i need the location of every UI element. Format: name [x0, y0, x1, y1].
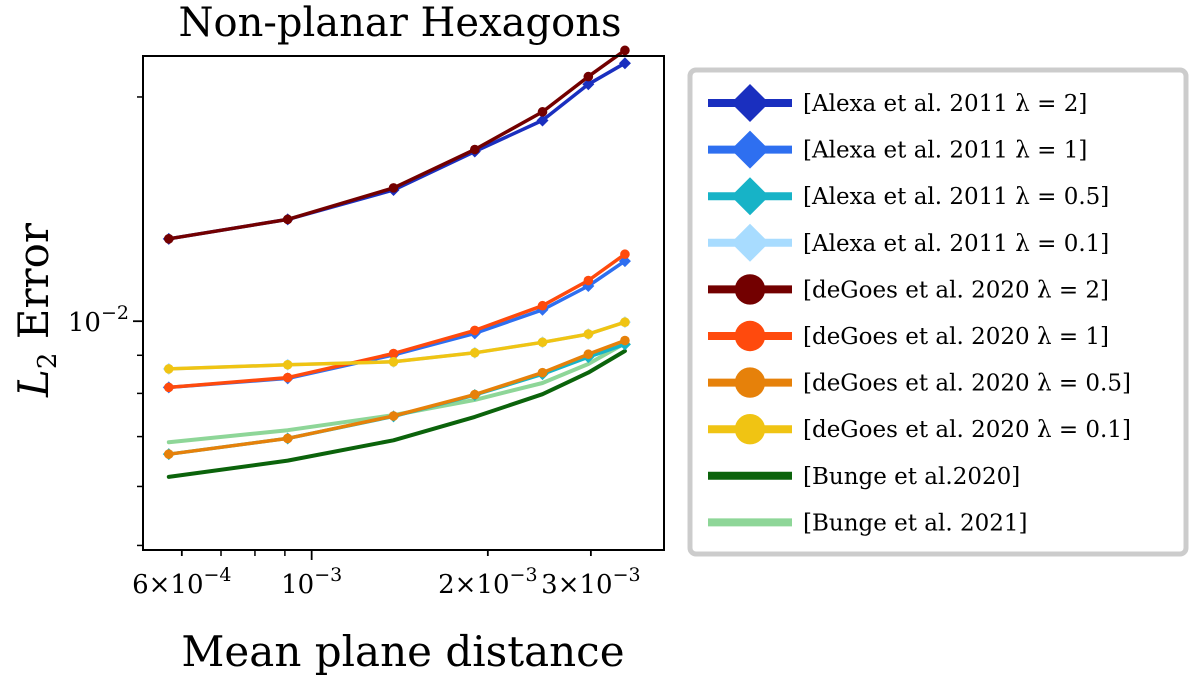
- data-point: [583, 71, 594, 82]
- legend-entry: [Alexa et al. 2011 λ = 1]: [708, 130, 1087, 169]
- data-point: [282, 372, 293, 383]
- data-point: [282, 433, 293, 444]
- x-tick-label: 2×10−3: [438, 564, 537, 600]
- data-point: [620, 335, 630, 346]
- data-point: [620, 45, 630, 56]
- legend-label: [deGoes et al. 2020 λ = 1]: [803, 324, 1109, 350]
- data-point: [163, 234, 174, 244]
- legend-box: [687, 67, 1189, 557]
- series-line: [166, 341, 627, 445]
- data-point: [388, 348, 399, 359]
- data-point: [163, 449, 174, 459]
- legend-marker: [731, 223, 769, 262]
- x-tick-label: 3×10−3: [541, 564, 640, 600]
- x-tick-label: 6×10−4: [132, 564, 231, 600]
- svg-text:L2 Error: L2 Error: [9, 222, 63, 398]
- series-1: [162, 57, 631, 245]
- data-point: [620, 317, 630, 327]
- series-8: [163, 317, 630, 374]
- series-10: [166, 341, 627, 445]
- data-point: [282, 214, 293, 225]
- data-point: [282, 359, 293, 370]
- plot-frame: [142, 55, 665, 551]
- legend-marker: [731, 84, 769, 122]
- series-2: [162, 255, 631, 394]
- legend-label: [deGoes et al. 2020 λ = 2]: [803, 277, 1109, 303]
- legend-label: [deGoes et al. 2020 λ = 0.5]: [803, 371, 1131, 397]
- legend-label: [Bunge et al.2020]: [803, 464, 1020, 490]
- legend-entry: [Bunge et al.2020]: [708, 464, 1020, 490]
- legend-entry: [Bunge et al. 2021]: [708, 510, 1028, 536]
- data-point: [537, 300, 548, 311]
- data-point: [583, 349, 594, 360]
- data-point: [582, 78, 595, 91]
- data-point: [583, 329, 594, 339]
- series-line: [167, 48, 627, 241]
- legend-entry: [Alexa et al. 2011 λ = 2]: [708, 84, 1087, 122]
- series-9: [166, 349, 627, 479]
- legend-entry: [deGoes et al. 2020 λ = 0.5]: [708, 367, 1131, 398]
- series-5: [163, 45, 630, 244]
- data-point: [388, 183, 399, 193]
- legend-marker: [731, 177, 769, 216]
- data-point: [469, 347, 480, 358]
- x-tick-label: 10−3: [281, 564, 342, 600]
- data-point: [620, 249, 630, 260]
- x-axis-label: Mean plane distance: [181, 627, 624, 676]
- legend-marker: [734, 274, 766, 305]
- data-point: [469, 325, 480, 336]
- data-point: [537, 367, 548, 378]
- legend-marker: [734, 320, 766, 352]
- chart-title: Non-planar Hexagons: [179, 0, 622, 46]
- legend-entry: [deGoes et al. 2020 λ = 1]: [708, 320, 1109, 352]
- data-point: [583, 275, 594, 286]
- data-point: [163, 364, 174, 374]
- legend-label: [Alexa et al. 2011 λ = 0.1]: [803, 231, 1109, 257]
- data-point: [163, 382, 174, 393]
- legend-marker: [734, 367, 766, 398]
- series-6: [163, 249, 630, 393]
- data-point: [469, 144, 480, 155]
- legend-label: [Bunge et al. 2021]: [803, 510, 1028, 536]
- legend-label: [Alexa et al. 2011 λ = 2]: [803, 91, 1087, 117]
- data-point: [537, 337, 548, 348]
- data-point: [388, 411, 399, 421]
- y-tick-label: 10−2: [68, 302, 129, 338]
- legend-entry: [Alexa et al. 2011 λ = 0.5]: [708, 177, 1109, 216]
- series-7: [163, 335, 630, 459]
- y-axis-label: L2 Error: [9, 222, 63, 398]
- series-line: [166, 349, 627, 479]
- data-point: [536, 114, 549, 127]
- series-line: [167, 61, 627, 241]
- legend-label: [deGoes et al. 2020 λ = 0.1]: [803, 417, 1131, 443]
- legend-entry: [Alexa et al. 2011 λ = 0.1]: [708, 223, 1109, 262]
- legend-marker: [734, 414, 766, 445]
- legend-marker: [731, 130, 769, 169]
- legend-entry: [deGoes et al. 2020 λ = 0.1]: [708, 414, 1131, 445]
- data-point: [388, 357, 399, 367]
- legend-label: [Alexa et al. 2011 λ = 1]: [803, 138, 1087, 164]
- data-point: [618, 57, 631, 70]
- legend-entry: [deGoes et al. 2020 λ = 2]: [708, 274, 1109, 305]
- data-point: [469, 389, 480, 400]
- legend-label: [Alexa et al. 2011 λ = 0.5]: [803, 184, 1109, 210]
- data-point: [537, 107, 548, 117]
